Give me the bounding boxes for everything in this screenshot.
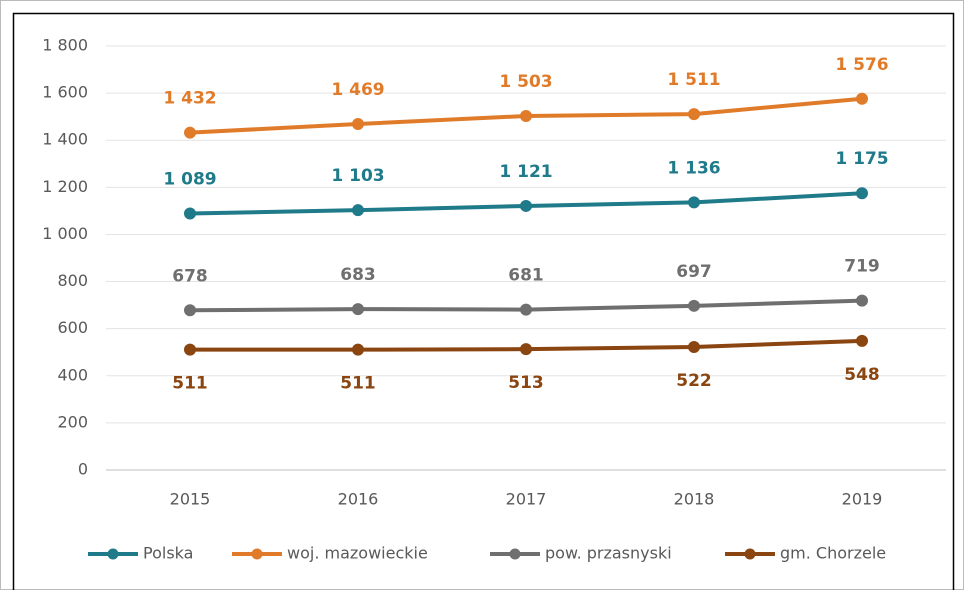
point — [352, 204, 364, 217]
value-label: 1 103 — [331, 166, 384, 186]
value-label: 678 — [172, 266, 208, 286]
y-tick-label: 1 200 — [42, 177, 88, 196]
point — [352, 343, 364, 356]
value-label: 1 503 — [499, 72, 552, 92]
y-tick-label: 0 — [78, 460, 88, 479]
value-label: 1 136 — [667, 158, 720, 178]
legend-marker — [509, 548, 521, 560]
x-tick-label: 2015 — [170, 490, 211, 509]
point — [520, 303, 532, 316]
value-label: 697 — [676, 262, 712, 282]
legend-marker — [251, 548, 263, 560]
point — [352, 117, 364, 130]
point — [520, 109, 532, 122]
y-tick-label: 1 000 — [42, 224, 88, 243]
y-tick-label: 800 — [57, 271, 88, 290]
point — [688, 299, 700, 312]
point — [184, 304, 196, 317]
x-tick-label: 2019 — [842, 490, 883, 509]
point — [184, 207, 196, 220]
chart-border — [12, 12, 955, 590]
point — [520, 199, 532, 212]
legend-label: gm. Chorzele — [780, 544, 886, 563]
x-tick-label: 2017 — [506, 490, 547, 509]
legend-label: woj. mazowieckie — [287, 544, 428, 563]
value-label: 511 — [340, 374, 376, 394]
value-label: 1 576 — [835, 55, 888, 75]
value-label: 511 — [172, 374, 208, 394]
legend-label: Polska — [143, 544, 193, 563]
y-tick-label: 1 800 — [42, 36, 88, 55]
point — [688, 341, 700, 354]
value-label: 1 511 — [667, 70, 720, 90]
point — [856, 92, 868, 105]
value-label: 1 469 — [331, 80, 384, 100]
point — [184, 126, 196, 139]
point — [856, 187, 868, 200]
y-tick-label: 1 600 — [42, 83, 88, 102]
point — [520, 343, 532, 356]
value-label: 719 — [844, 257, 880, 277]
value-label: 522 — [676, 371, 712, 391]
y-tick-label: 400 — [57, 365, 88, 384]
value-label: 548 — [844, 365, 880, 385]
point — [352, 303, 364, 316]
point — [856, 294, 868, 307]
point — [688, 196, 700, 209]
value-label: 513 — [508, 373, 544, 393]
y-tick-label: 200 — [57, 412, 88, 431]
value-label: 1 432 — [163, 89, 216, 109]
x-tick-label: 2018 — [674, 490, 715, 509]
point — [184, 343, 196, 356]
value-label: 1 121 — [499, 162, 552, 182]
value-label: 681 — [508, 266, 544, 286]
point — [688, 108, 700, 121]
value-label: 1 175 — [835, 149, 888, 169]
legend-marker — [107, 548, 119, 560]
y-tick-label: 600 — [57, 318, 88, 337]
legend-marker — [744, 548, 756, 560]
point — [856, 334, 868, 347]
value-label: 1 089 — [163, 169, 216, 189]
y-tick-label: 1 400 — [42, 130, 88, 149]
value-label: 683 — [340, 265, 376, 285]
x-tick-label: 2016 — [338, 490, 379, 509]
legend-label: pow. przasnyski — [545, 544, 672, 563]
